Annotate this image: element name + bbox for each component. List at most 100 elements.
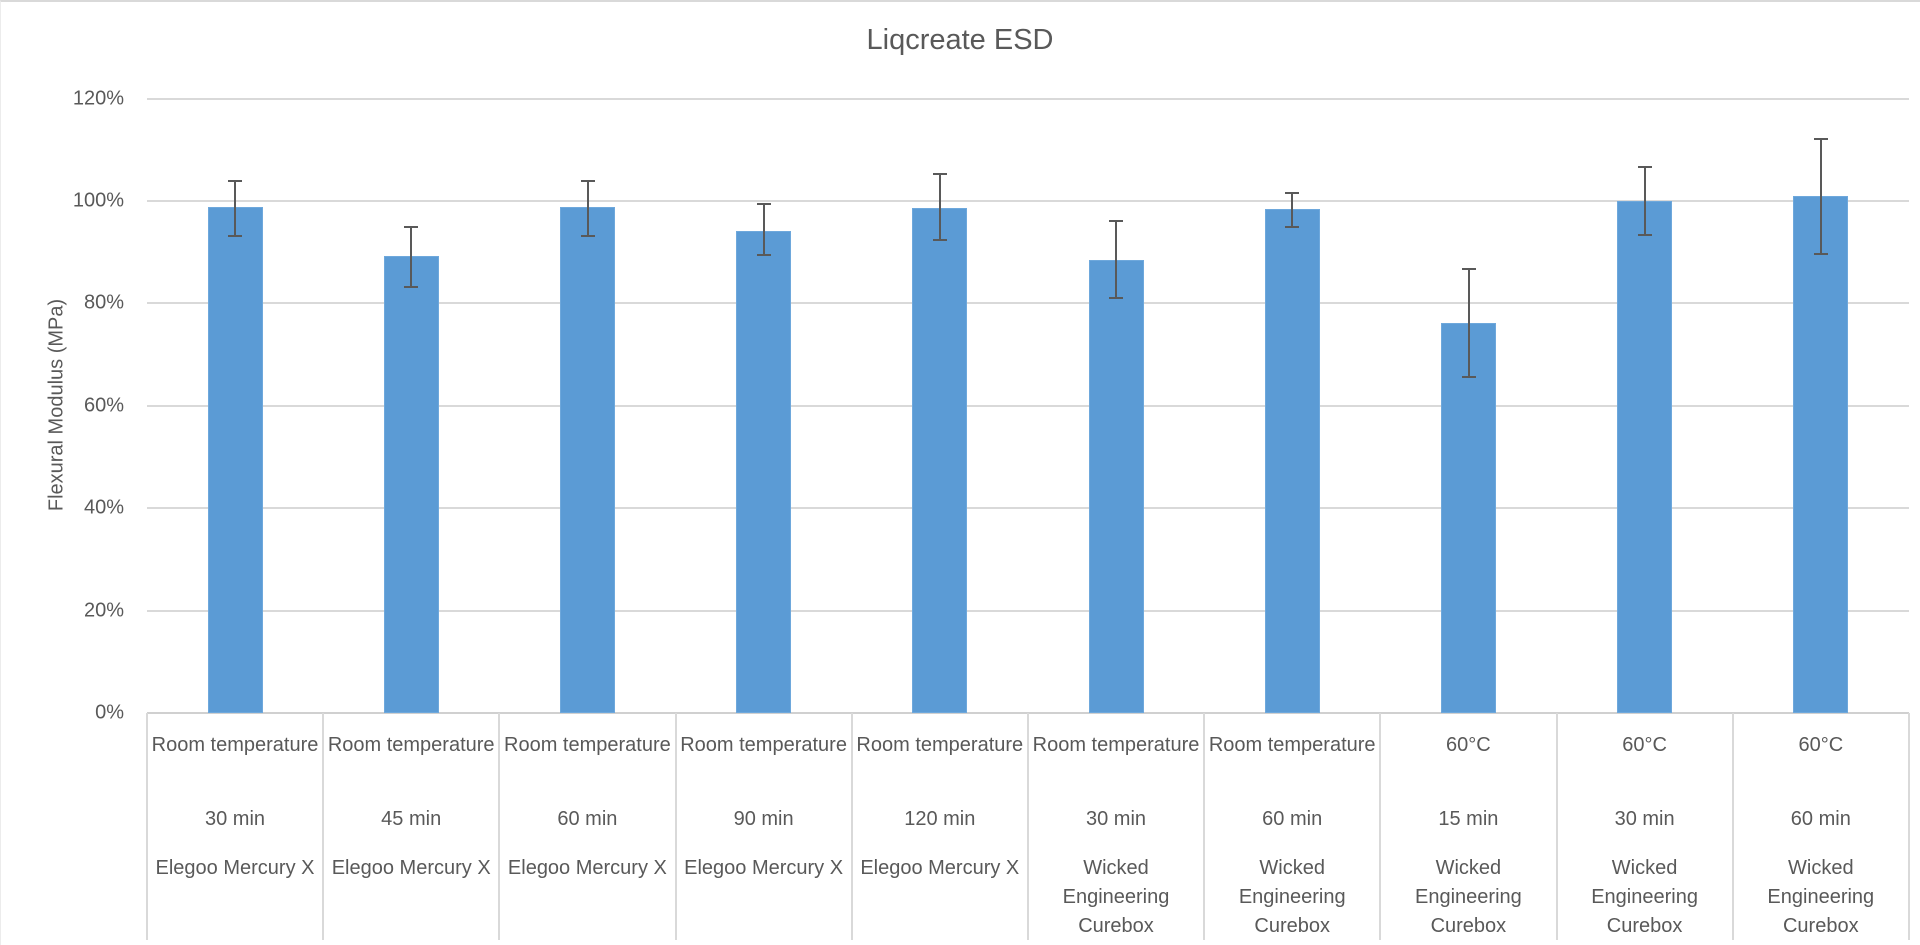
- error-bar-cap: [1285, 225, 1300, 228]
- gridline: [147, 200, 1909, 202]
- error-bar-cap: [1813, 252, 1828, 255]
- category-divider: [1908, 713, 1910, 940]
- category-device: Elegoo Mercury X: [331, 857, 491, 879]
- error-bar-cap: [1109, 297, 1124, 300]
- category-time: 45 min: [381, 808, 442, 830]
- error-bar: [410, 226, 413, 287]
- error-bar: [1819, 138, 1822, 254]
- error-bar: [234, 180, 237, 236]
- y-tick-label: 120%: [72, 87, 124, 110]
- error-bar-cap: [1637, 165, 1652, 168]
- gridline: [147, 97, 1909, 100]
- category-time: 90 min: [733, 808, 794, 830]
- category-divider: [850, 713, 853, 940]
- category-device: Wicked Engineering Curebox: [1238, 857, 1346, 937]
- error-bar-cap: [1637, 234, 1652, 237]
- bar[interactable]: [1441, 323, 1496, 713]
- category-divider: [1555, 713, 1558, 940]
- category-device: Wicked Engineering Curebox: [1415, 857, 1522, 937]
- error-bar-cap: [1109, 219, 1124, 222]
- error-bar-cap: [756, 203, 771, 206]
- category-device: Wicked Engineering Curebox: [1767, 857, 1875, 937]
- error-bar-cap: [932, 173, 947, 176]
- category-temperature: Room temperature: [856, 734, 1024, 756]
- error-bar-cap: [580, 234, 595, 237]
- category-device: Elegoo Mercury X: [684, 857, 844, 879]
- chart-title: Liqcreate ESD: [866, 24, 1054, 56]
- category-time: 30 min: [1614, 808, 1675, 830]
- category-time: 60 min: [1262, 808, 1323, 830]
- error-bar: [762, 204, 765, 256]
- category-divider: [1027, 713, 1029, 940]
- error-bar-cap: [756, 254, 771, 257]
- bar[interactable]: [736, 230, 792, 713]
- category-label: Room temperature 120 min Elegoo Mercury X: [852, 713, 1028, 940]
- error-bar-cap: [1461, 268, 1476, 271]
- bar[interactable]: [383, 256, 439, 713]
- y-tick-label: 80%: [83, 291, 124, 314]
- bar[interactable]: [1617, 201, 1673, 713]
- error-bar-cap: [228, 234, 243, 237]
- category-label: Room temperature 90 min Elegoo Mercury X: [676, 713, 852, 940]
- bar[interactable]: [1264, 209, 1320, 713]
- error-bar-cap: [1461, 376, 1476, 379]
- category-divider: [1731, 713, 1734, 940]
- category-temperature: 60°C: [1798, 734, 1844, 756]
- bar[interactable]: [1793, 196, 1849, 713]
- category-time: 30 min: [1085, 808, 1147, 830]
- plot-area: 0% 20% 40% 60% 80% 100% 120% Room temperature 30…: [73, 0, 1910, 945]
- bar[interactable]: [1088, 259, 1144, 713]
- category-time: 15 min: [1438, 808, 1499, 830]
- error-bar-cap: [228, 179, 243, 182]
- error-bar-cap: [404, 285, 419, 288]
- category-temperature: Room temperature: [504, 734, 671, 756]
- error-bar: [586, 180, 589, 236]
- error-bar: [1643, 166, 1646, 236]
- y-tick-label: 100%: [72, 189, 124, 212]
- category-device: Wicked Engineering Curebox: [1062, 857, 1170, 937]
- category-divider: [322, 713, 325, 940]
- category-device: Elegoo Mercury X: [860, 857, 1020, 879]
- y-tick-label: 40%: [83, 496, 124, 519]
- category-time: 30 min: [204, 808, 266, 830]
- bar[interactable]: [207, 207, 263, 713]
- category-device: Wicked Engineering Curebox: [1591, 857, 1698, 937]
- category-device: Elegoo Mercury X: [507, 857, 667, 879]
- category-time: 60 min: [557, 808, 618, 830]
- y-tick-label: 20%: [83, 599, 124, 622]
- category-time: 120 min: [904, 808, 976, 830]
- error-bar-cap: [932, 238, 947, 241]
- category-temperature: 60°C: [1446, 734, 1491, 756]
- error-bar: [1115, 220, 1118, 299]
- category-temperature: Room temperature: [151, 734, 319, 756]
- error-bar-cap: [580, 179, 595, 182]
- gridline: [147, 507, 1909, 510]
- bar[interactable]: [912, 208, 968, 713]
- category-label: Room temperature 30 min Wicked Engineering…: [1028, 713, 1204, 940]
- error-bar-cap: [1285, 191, 1300, 194]
- gridline: [147, 404, 1909, 407]
- category-temperature: Room temperature: [1208, 734, 1376, 756]
- category-label: 60°C 15 min Wicked Engineering Curebox: [1380, 713, 1556, 940]
- gridline: [147, 302, 1909, 305]
- bar[interactable]: [560, 207, 615, 713]
- y-tick-label: 0%: [95, 701, 124, 724]
- error-bar-cap: [404, 225, 419, 228]
- error-bar: [1467, 269, 1470, 378]
- category-divider: [146, 713, 148, 940]
- category-temperature: Room temperature: [680, 734, 847, 756]
- category-label: 60°C 60 min Wicked Engineering Curebox: [1733, 713, 1909, 940]
- category-label: Room temperature 60 min Elegoo Mercury X: [499, 713, 675, 940]
- category-label: Room temperature 30 min Elegoo Mercury X: [147, 713, 323, 940]
- category-label: Room temperature 60 min Wicked Engineering…: [1204, 713, 1380, 940]
- category-label: 60°C 30 min Wicked Engineering Curebox: [1557, 713, 1733, 940]
- error-bar-cap: [1813, 137, 1828, 140]
- y-tick-label: 60%: [83, 394, 124, 417]
- gridline: [147, 609, 1909, 612]
- category-temperature: Room temperature: [327, 734, 495, 756]
- category-temperature: Room temperature: [1032, 734, 1200, 756]
- category-divider: [498, 713, 501, 940]
- category-device: Elegoo Mercury X: [155, 857, 315, 879]
- error-bar: [1291, 192, 1294, 227]
